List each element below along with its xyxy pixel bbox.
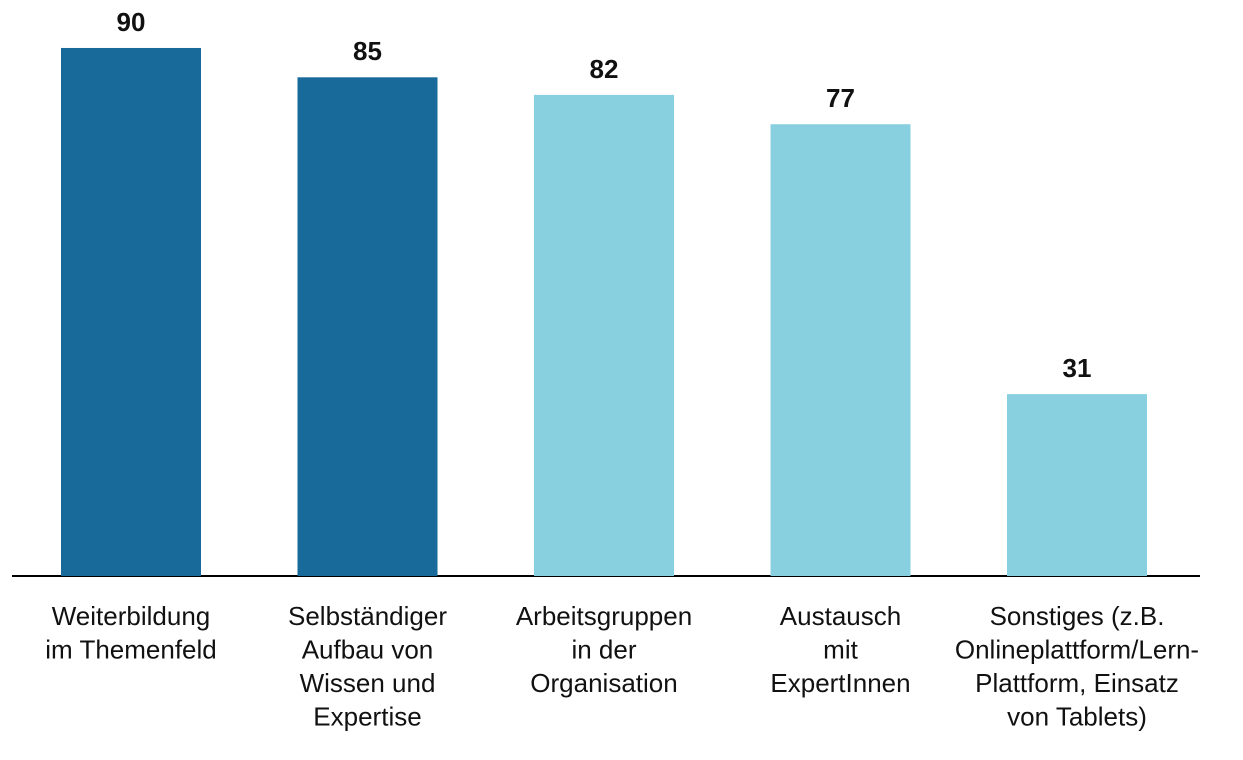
x-tick-label: Selbständiger bbox=[288, 601, 447, 631]
x-tick-label: Arbeitsgruppen bbox=[516, 601, 692, 631]
x-tick-label: im Themenfeld bbox=[45, 634, 217, 664]
value-label: 82 bbox=[590, 54, 619, 84]
x-tick-label: Wissen und bbox=[300, 668, 436, 698]
x-tick-label: Weiterbildung bbox=[52, 601, 211, 631]
value-label: 90 bbox=[117, 7, 146, 37]
x-tick-label: mit bbox=[823, 634, 858, 664]
x-tick-label: Sonstiges (z.B. bbox=[990, 601, 1165, 631]
bar bbox=[61, 47, 201, 577]
x-tick-label: Austausch bbox=[780, 601, 901, 631]
value-label: 85 bbox=[353, 36, 382, 66]
bar bbox=[1007, 394, 1147, 576]
x-tick-label: Expertise bbox=[313, 701, 421, 731]
value-label: 31 bbox=[1063, 353, 1092, 383]
x-tick-label: Plattform, Einsatz bbox=[975, 668, 1179, 698]
bar bbox=[770, 124, 911, 576]
x-tick-label: von Tablets) bbox=[1007, 701, 1147, 731]
bar bbox=[297, 77, 438, 577]
x-tick-label: in der bbox=[571, 634, 636, 664]
value-label: 77 bbox=[826, 83, 855, 113]
x-tick-label: Organisation bbox=[530, 668, 677, 698]
x-tick-label: Onlineplattform/Lern- bbox=[955, 634, 1199, 664]
x-tick-label: ExpertInnen bbox=[770, 668, 910, 698]
x-tick-label: Aufbau von bbox=[302, 634, 434, 664]
bar bbox=[534, 94, 674, 576]
